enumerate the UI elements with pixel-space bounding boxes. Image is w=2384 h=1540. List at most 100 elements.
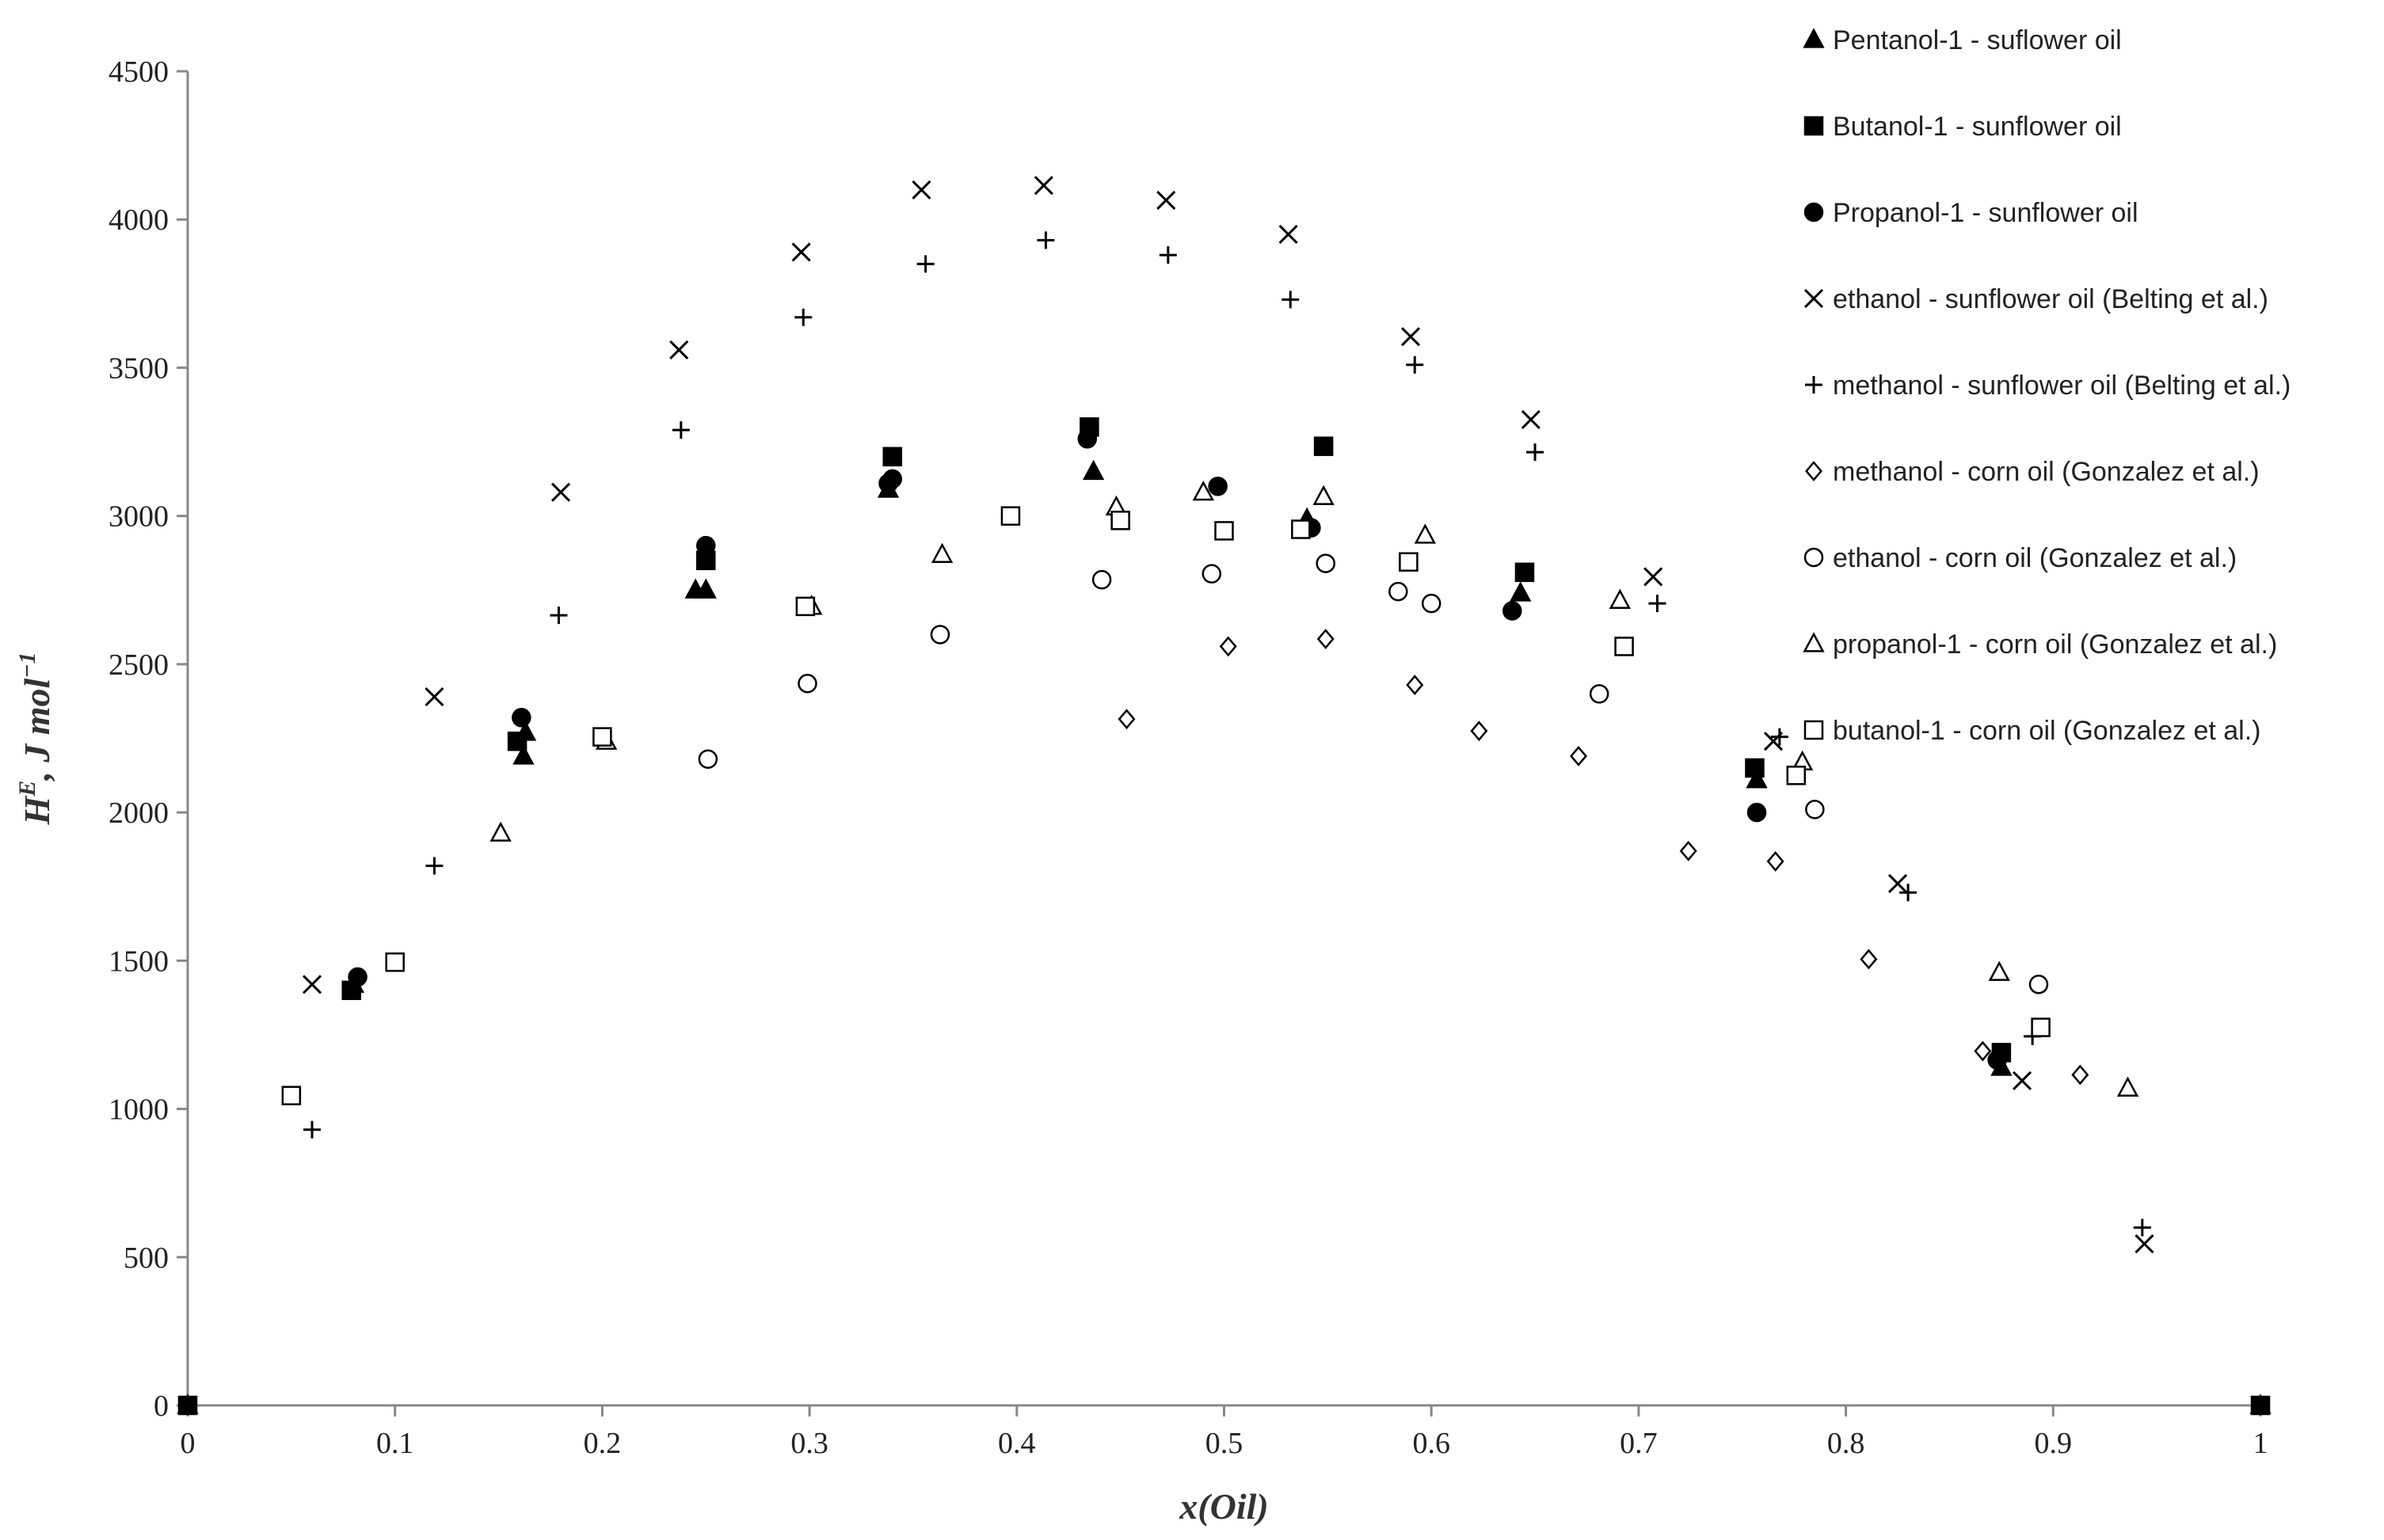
legend-marker <box>1803 202 1824 222</box>
data-point <box>1214 521 1234 541</box>
data-points <box>177 176 2272 1416</box>
y-tick-label: 1000 <box>109 1093 169 1127</box>
x-tick-label: 0.8 <box>1827 1427 1865 1460</box>
data-point <box>1421 593 1441 614</box>
legend-label: methanol - sunflower oil (Belting et al.… <box>1833 371 2291 401</box>
data-point <box>698 749 718 769</box>
data-point <box>1399 552 1419 572</box>
series-0 <box>177 459 2272 1414</box>
x-tick-label: 0.1 <box>376 1427 414 1460</box>
data-point <box>1091 569 1112 590</box>
series-7 <box>489 480 2139 1097</box>
data-point <box>1034 176 1053 196</box>
data-point <box>2133 1219 2151 1237</box>
data-point <box>1118 709 1136 730</box>
data-point <box>1000 506 1021 526</box>
data-point <box>303 1120 322 1139</box>
data-point <box>1219 636 1237 657</box>
series-6 <box>698 553 2049 994</box>
data-point <box>2071 1064 2089 1086</box>
data-point <box>1786 766 1807 785</box>
data-point <box>507 731 527 751</box>
data-point <box>672 421 690 439</box>
legend-item: methanol - corn oil (Gonzalez et al.) <box>1805 457 2260 487</box>
x-ticks: 0 0.1 0.2 0.3 0.4 0.5 0.6 0.7 0.8 0.9 1 <box>181 1405 2268 1460</box>
x-tick-label: 0 <box>181 1427 196 1460</box>
data-point <box>696 535 716 556</box>
data-point <box>1316 629 1335 649</box>
legend-label: propanol-1 - corn oil (Gonzalez et al.) <box>1833 629 2277 660</box>
legend-marker <box>1803 116 1824 136</box>
data-point <box>912 180 931 200</box>
y-tick-label: 3000 <box>109 500 169 534</box>
y-axis-title-rest: , J mol <box>17 678 57 781</box>
legend-label: butanol-1 - corn oil (Gonzalez et al.) <box>1833 716 2260 746</box>
legend-label: Propanol-1 - sunflower oil <box>1833 198 2138 228</box>
y-tick-label: 4500 <box>109 55 169 89</box>
data-point <box>2250 1395 2271 1416</box>
data-point <box>2012 1070 2032 1091</box>
x-tick-label: 0.3 <box>790 1427 828 1460</box>
data-point <box>512 744 535 765</box>
data-point <box>1521 409 1540 430</box>
legend-label: Pentanol-1 - suflower oil <box>1833 25 2122 55</box>
data-point <box>1770 728 1788 746</box>
y-tick-label: 1500 <box>109 945 169 978</box>
x-tick-label: 0.4 <box>998 1427 1036 1460</box>
legend-item: Butanol-1 - sunflower oil <box>1803 112 2122 142</box>
data-point <box>592 727 612 747</box>
data-point <box>1609 588 1631 609</box>
legend-marker <box>1805 376 1822 394</box>
legend-item: ethanol - corn oil (Gonzalez et al.) <box>1803 543 2237 573</box>
data-point <box>1388 581 1408 602</box>
legend-item: ethanol - sunflower oil (Belting et al.) <box>1803 284 2268 314</box>
data-point <box>1406 356 1424 374</box>
data-point <box>798 673 817 694</box>
legend-item: butanol-1 - corn oil (Gonzalez et al.) <box>1803 716 2260 746</box>
data-point <box>1470 721 1488 742</box>
data-point <box>1400 327 1421 347</box>
y-tick-label: 3500 <box>109 352 169 385</box>
data-point <box>1860 949 1878 970</box>
data-point <box>1766 850 1784 872</box>
legend-label: Butanol-1 - sunflower oil <box>1833 112 2122 142</box>
y-tick-label: 4000 <box>109 203 169 237</box>
data-point <box>669 340 689 360</box>
series-8 <box>281 506 2051 1105</box>
data-point <box>1291 519 1311 539</box>
data-point <box>1281 291 1300 309</box>
data-point <box>695 578 717 599</box>
legend-marker <box>1803 547 1824 568</box>
data-point <box>348 967 368 987</box>
data-point <box>1987 1050 2007 1070</box>
data-point <box>2135 1234 2154 1253</box>
data-point <box>795 596 816 617</box>
y-tick-label: 0 <box>154 1390 169 1423</box>
data-point <box>425 857 444 875</box>
data-point <box>1614 637 1634 656</box>
data-point <box>1589 684 1609 704</box>
y-axis-title-exp: −1 <box>14 652 40 678</box>
data-point <box>1082 459 1105 481</box>
x-tick-label: 1 <box>2253 1427 2268 1460</box>
series-3 <box>302 176 2154 1253</box>
data-point <box>1208 476 1228 496</box>
data-point <box>302 975 322 994</box>
x-tick-label: 0.5 <box>1205 1427 1243 1460</box>
y-axis-title: HE, J mol−1 <box>14 652 57 825</box>
data-point <box>930 625 950 645</box>
data-point <box>1887 873 1908 894</box>
data-point <box>791 242 811 262</box>
data-point <box>2031 1017 2051 1037</box>
data-point <box>512 708 531 728</box>
data-point <box>1312 485 1335 505</box>
legend-item: methanol - sunflower oil (Belting et al.… <box>1805 371 2291 401</box>
data-point <box>1406 675 1424 696</box>
data-point <box>425 687 444 707</box>
data-point <box>1974 1040 1992 1062</box>
data-point <box>1746 768 1768 789</box>
data-point <box>1202 564 1222 584</box>
y-tick-label: 2500 <box>109 648 169 682</box>
data-point <box>1510 581 1532 602</box>
data-point <box>1278 224 1298 245</box>
